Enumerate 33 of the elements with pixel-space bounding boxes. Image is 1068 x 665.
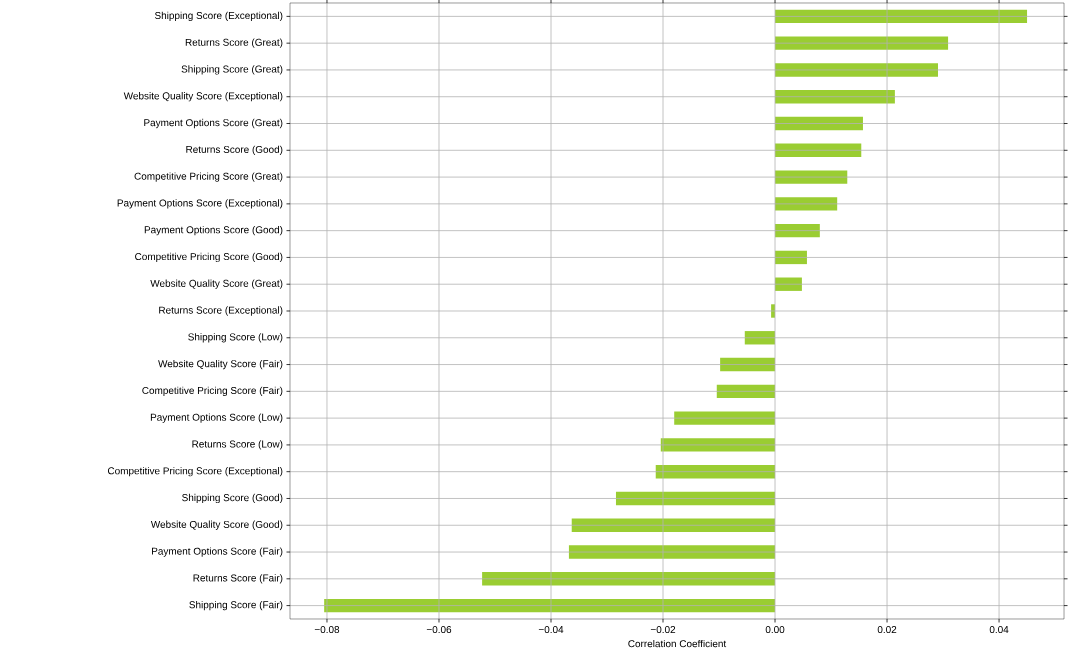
y-tick-label: Shipping Score (Exceptional): [154, 11, 283, 22]
x-tick-label: 0.00: [765, 626, 785, 634]
y-tick-label: Shipping Score (Great): [181, 65, 283, 75]
y-tick-label: Returns Score (Fair): [193, 574, 283, 584]
y-tick-label: Returns Score (Great): [185, 38, 283, 48]
x-axis-title: Correlation Coefficient: [628, 639, 727, 648]
x-tick-label: 0.02: [877, 626, 897, 634]
y-tick-label: Website Quality Score (Exceptional): [123, 92, 283, 102]
y-tick-label: Returns Score (Exceptional): [159, 306, 283, 316]
x-tick-label: −0.06: [426, 626, 452, 634]
y-tick-label: Shipping Score (Fair): [189, 600, 283, 611]
y-tick-label: Payment Options Score (Low): [150, 413, 283, 423]
bar: [482, 572, 776, 586]
y-tick-label: Returns Score (Good): [186, 145, 283, 155]
y-tick-label: Payment Options Score (Fair): [152, 547, 283, 557]
y-tick-label: Payment Options Score (Good): [144, 226, 283, 236]
y-tick-label: Website Quality Score (Good): [150, 520, 283, 530]
y-tick-label: Competitive Pricing Score (Great): [134, 172, 283, 182]
y-tick-label: Shipping Score (Low): [188, 333, 283, 343]
x-tick-label: 0.04: [989, 626, 1009, 634]
y-tick-label: Competitive Pricing Score (Good): [135, 252, 283, 263]
y-tick-label: Website Quality Score (Great): [150, 279, 283, 289]
y-tick-label: Competitive Pricing Score (Exceptional): [107, 467, 283, 477]
x-tick-label: −0.02: [650, 626, 676, 634]
y-tick-label: Returns Score (Low): [192, 440, 283, 450]
y-tick-label: Shipping Score (Good): [182, 493, 283, 504]
y-tick-label: Website Quality Score (Fair): [158, 359, 283, 370]
x-tick-label: −0.04: [538, 626, 564, 634]
x-tick-label: −0.08: [314, 626, 340, 634]
y-tick-label: Payment Options Score (Exceptional): [117, 199, 283, 209]
bar: [775, 36, 949, 50]
y-tick-label: Payment Options Score (Great): [144, 118, 283, 129]
y-tick-label: Competitive Pricing Score (Fair): [142, 386, 283, 396]
